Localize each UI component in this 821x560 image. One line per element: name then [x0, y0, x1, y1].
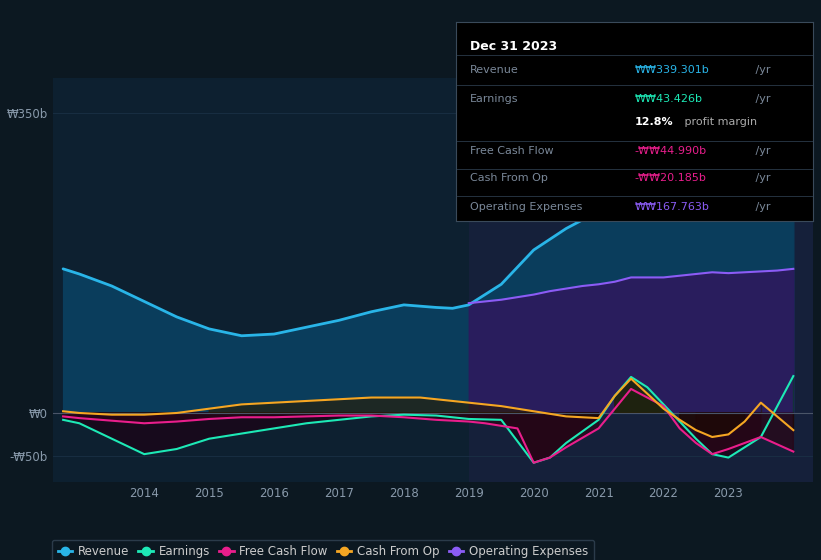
- Text: ₩₩339.301b: ₩₩339.301b: [635, 65, 709, 75]
- Text: Cash From Op: Cash From Op: [470, 174, 548, 184]
- Text: -₩₩20.185b: -₩₩20.185b: [635, 174, 706, 184]
- Text: Dec 31 2023: Dec 31 2023: [470, 40, 557, 53]
- Text: -₩₩44.990b: -₩₩44.990b: [635, 146, 706, 156]
- Text: Earnings: Earnings: [470, 94, 518, 104]
- Text: /yr: /yr: [752, 65, 771, 75]
- Text: /yr: /yr: [752, 94, 771, 104]
- Text: ₩₩167.763b: ₩₩167.763b: [635, 202, 709, 212]
- Text: Revenue: Revenue: [470, 65, 519, 75]
- Text: 12.8%: 12.8%: [635, 117, 673, 127]
- Bar: [469, 78, 821, 482]
- Text: /yr: /yr: [752, 174, 771, 184]
- Legend: Revenue, Earnings, Free Cash Flow, Cash From Op, Operating Expenses: Revenue, Earnings, Free Cash Flow, Cash …: [52, 540, 594, 560]
- Text: Free Cash Flow: Free Cash Flow: [470, 146, 553, 156]
- Text: ₩₩43.426b: ₩₩43.426b: [635, 94, 702, 104]
- Text: Operating Expenses: Operating Expenses: [470, 202, 582, 212]
- Text: /yr: /yr: [752, 146, 771, 156]
- Text: /yr: /yr: [752, 202, 771, 212]
- Text: profit margin: profit margin: [681, 117, 757, 127]
